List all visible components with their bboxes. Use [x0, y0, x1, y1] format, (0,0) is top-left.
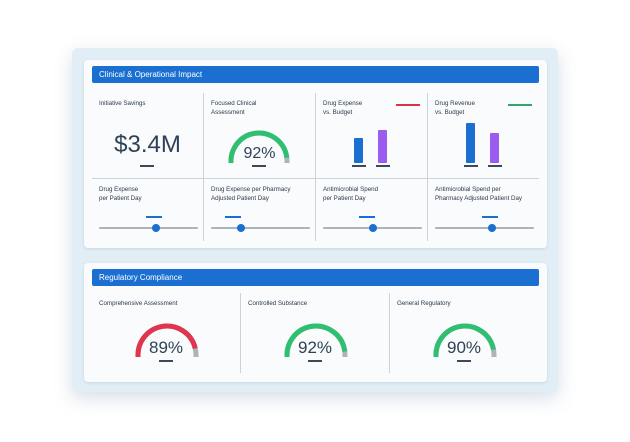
gauge-label: General Regulatory [397, 300, 451, 307]
bar-mark [378, 130, 387, 163]
gauge-label: Comprehensive Assessment [99, 300, 178, 307]
gauge-fill [284, 323, 348, 357]
dashboard-frame: Clinical & Operational Impact Initiative… [72, 48, 558, 392]
target-marker [359, 216, 375, 218]
slider-track[interactable] [211, 227, 310, 229]
general-regulatory-card[interactable]: General Regulatory 90% [390, 293, 538, 379]
bar-mark [354, 138, 363, 163]
col-divider [389, 293, 390, 373]
focused-assessment-gauge [228, 130, 290, 163]
slider-card-antimicrobial-per-day[interactable]: Antimicrobial Spend per Patient Day [316, 179, 427, 241]
initiative-savings-card[interactable]: Initiative Savings $3.4M [92, 93, 203, 178]
slider-label: Drug Expense per Pharmacy Adjusted Patie… [211, 186, 291, 202]
slider-knob[interactable] [236, 224, 245, 232]
gauge-fill [228, 130, 290, 163]
slider-track[interactable] [435, 227, 534, 229]
controlled-substance-gauge [284, 323, 348, 357]
slider-label: Antimicrobial Spend per Patient Day [323, 186, 379, 202]
slider-label: Antimicrobial Spend per Pharmacy Adjuste… [435, 186, 523, 202]
expense-budget-card[interactable]: Drug Expense vs. Budget [316, 93, 427, 178]
clinical-header: Clinical & Operational Impact [92, 66, 539, 83]
bar-baseline [376, 165, 390, 167]
gauge-fill [433, 323, 496, 357]
legend-line [396, 104, 420, 106]
bar-mark [466, 123, 475, 163]
value-underline [252, 165, 266, 167]
comprehensive-assessment-gauge [135, 323, 199, 357]
slider-label: Drug Expense per Patient Day [99, 186, 142, 202]
initiative-savings-label: Initiative Savings [99, 100, 146, 107]
clinical-panel: Clinical & Operational Impact Initiative… [84, 60, 547, 248]
focused-assessment-card[interactable]: Focused Clinical Assessment 92% [204, 93, 315, 178]
col-divider [427, 93, 428, 241]
target-marker [482, 216, 498, 218]
value-underline [159, 360, 173, 362]
bar-baseline [464, 165, 478, 167]
gauge-value: 89% [148, 338, 184, 357]
focused-assessment-value: 92% [243, 145, 276, 162]
general-regulatory-gauge [433, 323, 497, 357]
bar-baseline [352, 165, 366, 167]
value-underline [457, 360, 471, 362]
legend-line [508, 104, 532, 106]
gauge-value: 92% [297, 338, 333, 357]
col-divider [315, 93, 316, 241]
revenue-budget-label: Drug Revenue vs. Budget [435, 100, 475, 116]
slider-card-drug-expense-per-day[interactable]: Drug Expense per Patient Day [92, 179, 203, 241]
slider-card-drug-expense-adjusted[interactable]: Drug Expense per Pharmacy Adjusted Patie… [204, 179, 315, 241]
target-marker [146, 216, 162, 218]
comprehensive-assessment-card[interactable]: Comprehensive Assessment 89% [92, 293, 240, 379]
slider-knob[interactable] [488, 224, 497, 232]
value-underline [140, 165, 154, 167]
col-divider [203, 93, 204, 241]
value-underline [308, 360, 322, 362]
bar-baseline [488, 165, 502, 167]
slider-card-antimicrobial-adjusted[interactable]: Antimicrobial Spend per Pharmacy Adjuste… [428, 179, 539, 241]
expense-budget-label: Drug Expense vs. Budget [323, 100, 363, 116]
col-divider [240, 293, 241, 373]
revenue-budget-card[interactable]: Drug Revenue vs. Budget [428, 93, 539, 178]
gauge-fill [135, 323, 198, 357]
slider-track[interactable] [99, 227, 198, 229]
gauge-value: 90% [446, 338, 482, 357]
regulatory-header: Regulatory Compliance [92, 269, 539, 286]
focused-assessment-label: Focused Clinical Assessment [211, 100, 257, 116]
controlled-substance-card[interactable]: Controlled Substance 92% [241, 293, 389, 379]
slider-knob[interactable] [152, 224, 161, 232]
slider-knob[interactable] [368, 224, 377, 232]
gauge-label: Controlled Substance [248, 300, 308, 307]
regulatory-panel: Regulatory Compliance Comprehensive Asse… [84, 263, 547, 382]
bar-mark [490, 133, 499, 163]
initiative-savings-value: $3.4M [114, 131, 181, 158]
target-marker [225, 216, 241, 218]
